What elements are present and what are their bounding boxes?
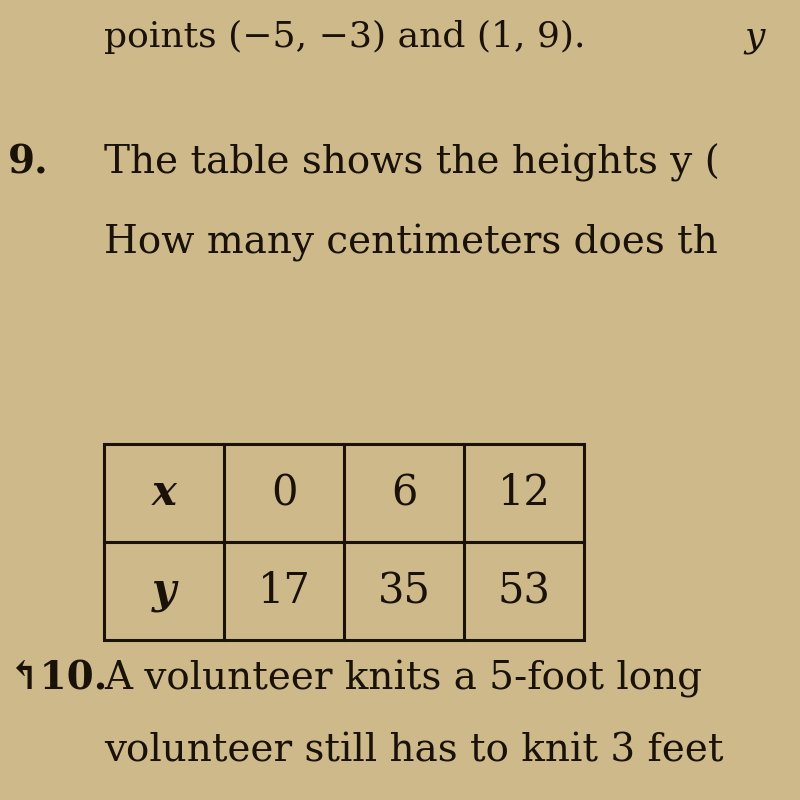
Text: ↰10.: ↰10. xyxy=(8,660,108,698)
Text: The table shows the heights y (: The table shows the heights y ( xyxy=(104,144,720,182)
Text: y: y xyxy=(152,570,176,612)
Text: 9.: 9. xyxy=(8,144,49,182)
Text: How many centimeters does th: How many centimeters does th xyxy=(104,224,718,262)
Text: x: x xyxy=(151,472,177,514)
Text: 35: 35 xyxy=(378,570,430,612)
Text: 12: 12 xyxy=(498,472,550,514)
Text: y: y xyxy=(744,20,764,54)
Text: volunteer still has to knit 3 feet: volunteer still has to knit 3 feet xyxy=(104,732,723,769)
Text: 53: 53 xyxy=(498,570,550,612)
Bar xyxy=(104,444,584,640)
Text: A volunteer knits a 5-foot long: A volunteer knits a 5-foot long xyxy=(104,660,702,698)
Text: 17: 17 xyxy=(258,570,310,612)
Text: 0: 0 xyxy=(270,472,298,514)
Text: points (−5, −3) and (1, 9).: points (−5, −3) and (1, 9). xyxy=(104,20,586,54)
Text: 6: 6 xyxy=(391,472,417,514)
